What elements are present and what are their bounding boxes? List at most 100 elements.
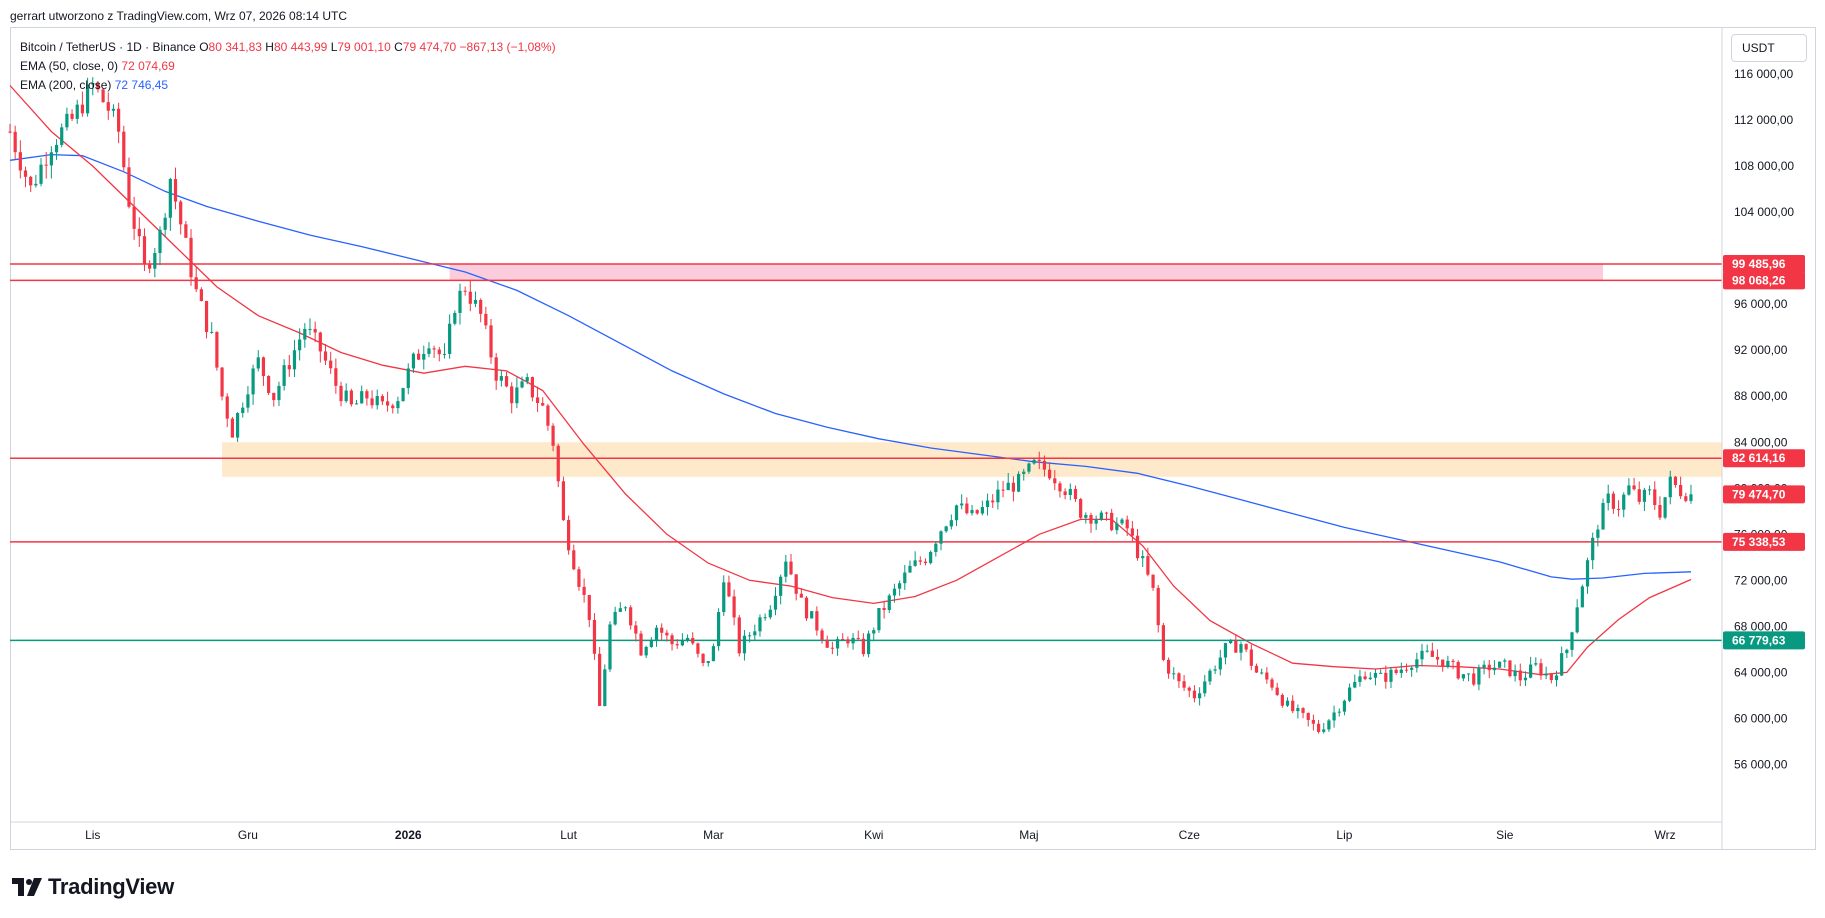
candle-body[interactable] [898,583,902,589]
candle-body[interactable] [1653,489,1657,506]
candle-body[interactable] [1518,670,1522,681]
candle-body[interactable] [918,560,922,562]
candle-body[interactable] [784,561,788,577]
candle-body[interactable] [1285,700,1290,706]
candle-body[interactable] [618,608,622,612]
candle-body[interactable] [241,407,245,414]
candle-body[interactable] [85,84,90,114]
candle-body[interactable] [484,313,488,326]
candle-body[interactable] [1187,687,1191,691]
candle-body[interactable] [463,290,467,292]
candle-body[interactable] [1249,649,1253,666]
candle-body[interactable] [199,289,203,302]
candle-body[interactable] [629,607,633,626]
candle-body[interactable] [1146,556,1150,575]
candle-body[interactable] [582,586,586,595]
candle-body[interactable] [163,217,167,230]
candle-body[interactable] [173,178,178,202]
candle-body[interactable] [1048,469,1052,479]
candle-body[interactable] [1420,650,1424,660]
candle-body[interactable] [1616,508,1621,510]
candle-body[interactable] [1560,653,1564,676]
candle-body[interactable] [1218,657,1222,670]
candle-body[interactable] [789,561,793,575]
candle-body[interactable] [1239,644,1243,653]
candle-body[interactable] [1229,640,1233,644]
candle-body[interactable] [1254,665,1259,673]
candle-body[interactable] [1441,659,1445,668]
candle-body[interactable] [1410,667,1414,670]
candle-body[interactable] [665,632,669,636]
candle-body[interactable] [1291,700,1295,712]
candle-body[interactable] [882,608,886,611]
candle-body[interactable] [153,252,157,269]
candle-body[interactable] [608,624,612,670]
candle-body[interactable] [70,113,74,119]
candle-body[interactable] [1389,669,1393,682]
candle-body[interactable] [1275,687,1279,695]
candle-body[interactable] [215,331,219,368]
candle-body[interactable] [722,582,726,613]
candle-body[interactable] [432,348,436,350]
candle-body[interactable] [779,576,783,596]
candle-body[interactable] [1234,640,1238,653]
candle-body[interactable] [18,152,22,171]
candle-body[interactable] [1322,729,1326,732]
candle-body[interactable] [1016,473,1021,492]
candle-body[interactable] [1596,529,1600,538]
candle-body[interactable] [866,633,871,655]
candle-body[interactable] [851,637,855,644]
candle-body[interactable] [654,627,659,640]
candle-body[interactable] [980,507,984,514]
candle-body[interactable] [1316,723,1321,732]
candle-body[interactable] [334,368,338,386]
candle-body[interactable] [1332,712,1336,721]
candle-body[interactable] [530,377,534,398]
candle-body[interactable] [1456,661,1460,679]
candle-body[interactable] [561,481,566,521]
candle-body[interactable] [1115,523,1119,531]
candle-body[interactable] [1089,514,1093,524]
candle-body[interactable] [1182,681,1186,688]
candle-body[interactable] [825,639,829,648]
candle-body[interactable] [639,633,643,656]
candle-body[interactable] [768,609,772,618]
candle-body[interactable] [427,348,431,354]
candle-body[interactable] [453,312,457,324]
candle-body[interactable] [830,647,834,649]
candle-body[interactable] [670,635,674,645]
candle-body[interactable] [277,385,281,401]
candle-body[interactable] [1135,535,1140,559]
candle-body[interactable] [773,595,778,610]
candle-body[interactable] [763,617,767,619]
candle-body[interactable] [489,325,493,358]
candle-body[interactable] [991,500,995,503]
candle-body[interactable] [706,661,710,663]
candle-body[interactable] [634,625,638,634]
candle-body[interactable] [541,403,545,406]
candle-body[interactable] [235,413,240,438]
candle-body[interactable] [479,299,483,314]
candle-body[interactable] [1549,673,1553,681]
candle-body[interactable] [1213,669,1217,671]
candle-body[interactable] [794,574,798,594]
candle-body[interactable] [142,236,147,265]
candle-body[interactable] [598,653,602,706]
candle-body[interactable] [1027,463,1031,472]
candle-body[interactable] [1394,669,1398,673]
candle-body[interactable] [1668,476,1672,498]
legend-ema50-row[interactable]: EMA (50, close, 0) 72 074,69 [20,57,556,76]
candle-body[interactable] [660,627,664,633]
candle-body[interactable] [742,635,747,654]
currency-button[interactable]: USDT [1731,34,1807,62]
candle-body[interactable] [1022,471,1026,474]
candle-body[interactable] [230,418,235,438]
candle-body[interactable] [960,503,964,506]
candle-body[interactable] [1347,687,1352,701]
candle-body[interactable] [1037,459,1041,461]
candle-body[interactable] [1110,512,1114,531]
candle-body[interactable] [975,510,979,514]
candle-body[interactable] [504,376,509,387]
candle-body[interactable] [54,144,59,153]
candle-body[interactable] [716,612,721,647]
